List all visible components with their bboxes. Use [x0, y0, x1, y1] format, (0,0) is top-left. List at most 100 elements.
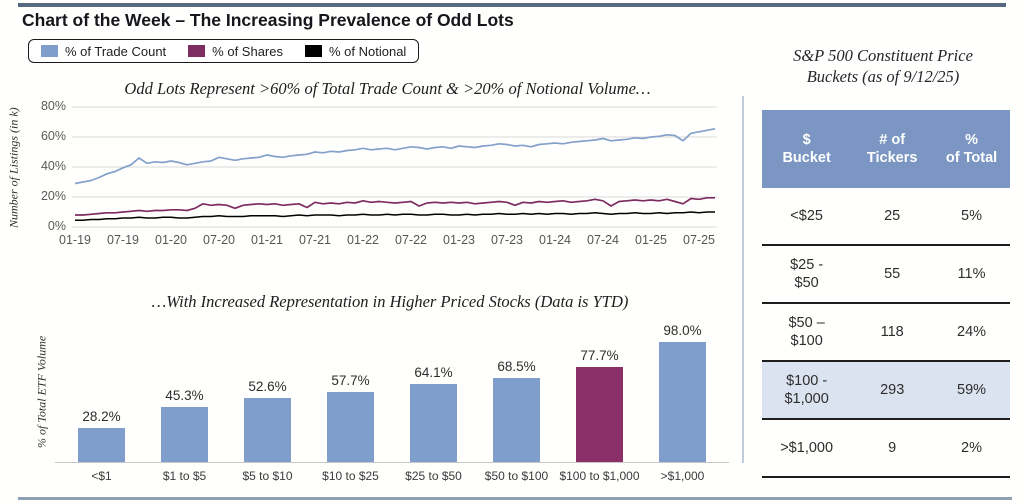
- legend-item: % of Shares: [188, 44, 283, 59]
- x-tick-label: 07-22: [395, 233, 427, 247]
- table-cell-bucket: $25 - $50: [790, 256, 824, 291]
- table-row: $100 - $1,000 293 59%: [762, 362, 1010, 420]
- table-cell-tickers: 9: [888, 439, 897, 456]
- line-chart-x-ticks: 01-19 07-19 01-20 07-20 01-21 07-21 01-22 07-22…: [0, 233, 740, 249]
- table-row: $50 – $100 118 24%: [762, 304, 1010, 362]
- bar-chart: 28.2% 45.3% 52.6% 57.7% 64.1% 68.5% 77.7% 98.0%…: [55, 318, 729, 483]
- bar: [410, 383, 457, 462]
- bar-category-label: <$1: [91, 469, 112, 483]
- table-cell-bucket: >$1,000: [780, 439, 834, 456]
- bar-column: 57.7%: [309, 373, 392, 462]
- bar-column: 28.2%: [60, 409, 143, 462]
- bar-value-label: 57.7%: [331, 372, 370, 388]
- y-tick-label: 80%: [40, 99, 66, 113]
- bar-category-label: $10 to $25: [322, 469, 379, 483]
- table-row: $25 - $50 55 11%: [762, 246, 1010, 304]
- bar-column: 98.0%: [641, 323, 724, 462]
- legend-label: % of Notional: [329, 43, 407, 59]
- x-tick-label: 01-22: [347, 233, 379, 247]
- bar-chart-y-axis-label: % of Total ETF Volume: [34, 335, 49, 449]
- top-divider-rule: [18, 3, 1006, 7]
- x-tick-label: 01-20: [155, 233, 187, 247]
- page-title: Chart of the Week – The Increasing Preva…: [22, 10, 514, 30]
- bar-category-label: $1 to $5: [162, 469, 207, 483]
- line-series--of-notional: [75, 211, 715, 222]
- bar-category-label: $5 to $10: [242, 469, 293, 483]
- x-tick-label: 07-19: [107, 233, 139, 247]
- bar: [659, 342, 706, 462]
- bar: [576, 367, 623, 462]
- bar-chart-bars: 28.2% 45.3% 52.6% 57.7% 64.1% 68.5% 77.7% 98.0%: [60, 318, 724, 462]
- bar-value-label: 77.7%: [580, 348, 619, 364]
- bar-column: 68.5%: [475, 359, 558, 462]
- line-chart: [72, 106, 717, 228]
- table-body: <$25 25 5% $25 - $50 55 11% $50 – $100 118 24% $1…: [762, 188, 1010, 478]
- legend-label: % of Shares: [212, 43, 283, 59]
- table-cell-tickers: 118: [880, 323, 904, 340]
- x-tick-label: 01-25: [635, 233, 667, 247]
- bar-category-label: $100 to $1,000: [559, 469, 640, 483]
- bar: [327, 391, 374, 462]
- table-row: >$1,000 9 2%: [762, 420, 1010, 478]
- table-cell-pct-of-total: 11%: [957, 265, 986, 282]
- legend-label: % of Trade Count: [65, 43, 167, 59]
- bar: [244, 397, 291, 462]
- table-cell-bucket: $50 – $100: [788, 314, 825, 349]
- bar-value-label: 64.1%: [414, 364, 453, 380]
- legend-item: % of Trade Count: [41, 44, 166, 59]
- line-series--of-shares: [75, 196, 715, 216]
- line-chart-title: Odd Lots Represent >60% of Total Trade C…: [124, 79, 651, 98]
- table-cell-bucket: $100 - $1,000: [784, 372, 829, 407]
- table-header-row: $ Bucket # of Tickers % of Total: [762, 110, 1010, 188]
- y-tick-label: 60%: [40, 129, 66, 143]
- price-buckets-table: $ Bucket # of Tickers % of Total <$25 25 5% $…: [762, 110, 1010, 478]
- table-cell-tickers: 55: [884, 265, 901, 282]
- table-cell-pct-of-total: 2%: [961, 439, 983, 456]
- x-tick-label: 01-24: [539, 233, 571, 247]
- bar-column: 77.7%: [558, 348, 641, 462]
- bar-value-label: 45.3%: [165, 387, 204, 403]
- bar-column: 64.1%: [392, 365, 475, 462]
- x-tick-label: 01-23: [443, 233, 475, 247]
- chart-legend: % of Trade Count % of Shares % of Notional: [28, 39, 420, 63]
- line-series--of-trade-count: [74, 127, 716, 185]
- table-cell-pct-of-total: 24%: [957, 323, 987, 340]
- bar-chart-categories: <$1 $1 to $5 $5 to $10 $10 to $25 $25 to $50…: [60, 469, 724, 483]
- bar-category-label: >$1,000: [660, 469, 705, 483]
- bar-category-label: $50 to $100: [484, 469, 549, 483]
- bar-value-label: 68.5%: [497, 359, 536, 375]
- side-table-title: S&P 500 Constituent Price Buckets (as of…: [793, 46, 973, 87]
- bar-chart-title: …With Increased Representation in Higher…: [151, 292, 629, 311]
- bottom-divider-rule: [18, 497, 1012, 500]
- x-tick-label: 07-25: [683, 233, 715, 247]
- bar-column: 52.6%: [226, 379, 309, 462]
- bar-value-label: 28.2%: [82, 408, 121, 424]
- x-tick-label: 01-19: [59, 233, 91, 247]
- table-cell-pct-of-total: 5%: [961, 207, 983, 224]
- bar: [78, 427, 125, 462]
- y-tick-label: 20%: [40, 189, 66, 203]
- x-tick-label: 07-23: [491, 233, 523, 247]
- table-header-cell: % of Total: [945, 131, 998, 166]
- legend-swatch-icon: [41, 45, 58, 57]
- table-cell-tickers: 25: [884, 207, 901, 224]
- bar-category-label: $25 to $50: [405, 469, 462, 483]
- bar: [493, 378, 540, 462]
- legend-swatch-icon: [188, 45, 206, 57]
- table-header-cell: # of Tickers: [866, 131, 918, 166]
- bar-column: 45.3%: [143, 388, 226, 462]
- y-tick-label: 0%: [47, 219, 66, 233]
- y-tick-label: 40%: [40, 159, 66, 173]
- x-tick-label: 01-21: [251, 233, 283, 247]
- table-header-cell: $ Bucket: [782, 131, 831, 166]
- bar-value-label: 98.0%: [663, 323, 702, 339]
- x-tick-label: 07-20: [203, 233, 235, 247]
- x-tick-label: 07-24: [587, 233, 619, 247]
- bar: [161, 406, 208, 462]
- vertical-section-divider: [742, 96, 744, 463]
- legend-swatch-icon: [305, 45, 322, 57]
- table-cell-tickers: 293: [880, 381, 905, 398]
- x-tick-label: 07-21: [299, 233, 331, 247]
- table-cell-pct-of-total: 59%: [957, 381, 987, 398]
